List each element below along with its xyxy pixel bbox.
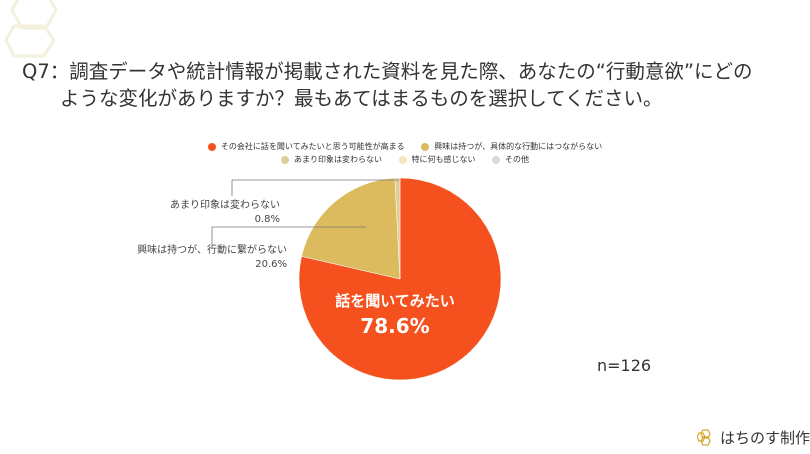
data-label-main: 話を聞いてみたい 78.6% bbox=[300, 290, 490, 338]
legend-label: その会社に話を聞いてみたいと思う可能性が高まる bbox=[220, 142, 405, 151]
legend-label: その他 bbox=[505, 155, 530, 164]
brand-name: はちのす制作 bbox=[720, 429, 810, 447]
label-name: 興味は持つが、行動に繋がらない bbox=[137, 245, 287, 256]
legend-swatch bbox=[398, 155, 407, 164]
legend-item: 興味は持つが、具体的な行動にはつながらない bbox=[421, 141, 602, 152]
label-value: 20.6% bbox=[255, 259, 287, 270]
legend-row-1: その会社に話を聞いてみたいと思う可能性が高まる 興味は持つが、具体的な行動にはつ… bbox=[0, 141, 810, 153]
legend-item: あまり印象は変わらない bbox=[280, 154, 382, 165]
label-value: 78.6% bbox=[360, 314, 430, 338]
hexagon-decoration bbox=[4, 0, 58, 58]
legend-swatch bbox=[421, 142, 430, 151]
pie-chart bbox=[298, 177, 502, 381]
leader-lines bbox=[211, 179, 399, 249]
pie-slice bbox=[301, 177, 401, 280]
legend-item: その会社に話を聞いてみたいと思う可能性が高まる bbox=[207, 141, 405, 152]
legend-label: あまり印象は変わらない bbox=[293, 155, 382, 164]
sample-size: n=126 bbox=[597, 356, 652, 375]
title-line-2: ような変化がありますか？最もあてはまるものを選択してください。 bbox=[60, 87, 663, 110]
legend-label: 特に何も感じない bbox=[411, 155, 476, 164]
legend-swatch bbox=[280, 155, 289, 164]
label-name: 話を聞いてみたい bbox=[335, 292, 455, 310]
label-name: あまり印象は変わらない bbox=[170, 200, 280, 211]
pie-slice bbox=[394, 177, 401, 280]
title-line-1: Q7：調査データや統計情報が掲載された資料を見た際、あなたの“行動意欲”にどの bbox=[22, 60, 753, 83]
legend-row-2: あまり印象は変わらない 特に何も感じない その他 bbox=[0, 154, 810, 166]
legend-item: その他 bbox=[492, 154, 529, 165]
footer-brand: はちのす制作 bbox=[697, 427, 810, 448]
question-title: Q7：調査データや統計情報が掲載された資料を見た際、あなたの“行動意欲”にどの … bbox=[22, 58, 752, 112]
hexagon-logo-icon bbox=[697, 428, 711, 446]
data-label-no-change: あまり印象は変わらない 0.8% bbox=[140, 199, 280, 227]
legend-label: 興味は持つが、具体的な行動にはつながらない bbox=[434, 142, 603, 151]
legend-swatch bbox=[207, 142, 216, 151]
label-value: 0.8% bbox=[254, 214, 280, 225]
legend-swatch bbox=[492, 155, 501, 164]
data-label-interest: 興味は持つが、行動に繋がらない 20.6% bbox=[100, 244, 287, 272]
legend-item: 特に何も感じない bbox=[398, 154, 476, 165]
